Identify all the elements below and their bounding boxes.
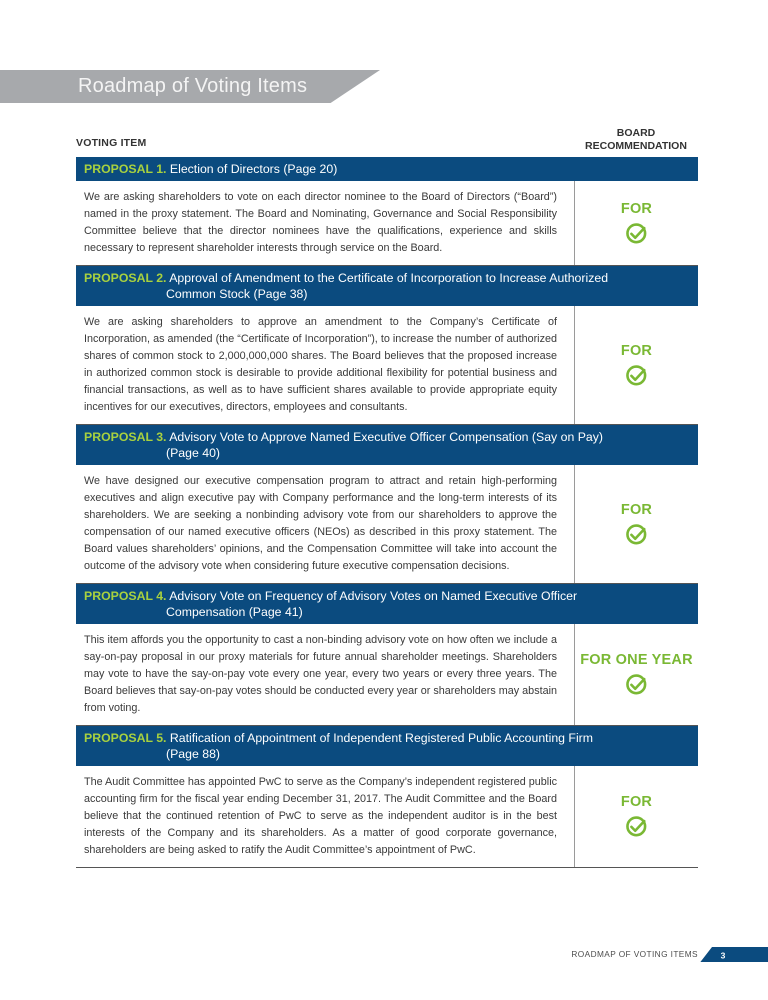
svg-text:3: 3 — [721, 950, 726, 960]
